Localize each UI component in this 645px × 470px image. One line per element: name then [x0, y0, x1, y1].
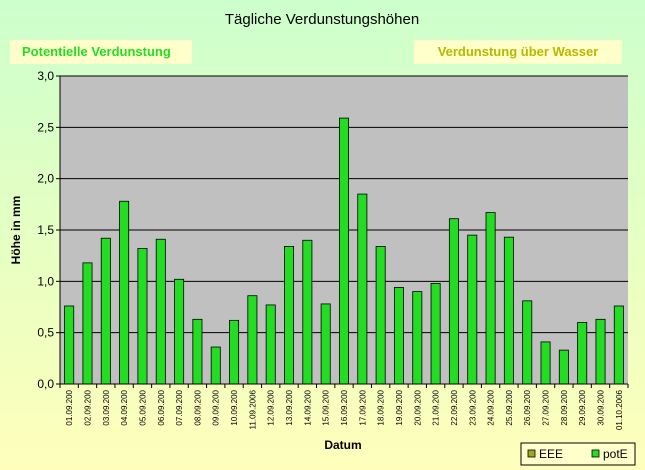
x-tick-label: 20.09.200: [413, 389, 422, 425]
x-axis-label: Datum: [324, 438, 361, 452]
y-tick-labels: 0,0 0,5 1,0 1,5 2,0 2,5 3,0: [37, 69, 60, 391]
bar: [558, 349, 569, 385]
annotation-box-water: [414, 40, 622, 64]
bar: [192, 318, 203, 385]
x-tick-label: 06.09.200: [157, 389, 166, 425]
bar: [393, 287, 404, 385]
bar: [82, 262, 93, 385]
x-tick-label: 27.09.200: [542, 389, 551, 425]
bar: [375, 246, 386, 385]
bar: [119, 200, 130, 385]
y-axis-label: Höhe in mm: [9, 196, 23, 265]
y-tick-label: 2,5: [37, 120, 54, 134]
x-tick-label: 01.10.2006: [615, 389, 624, 430]
x-tick-labels: 01.09.200 02.09.200 03.09.200 04.09.200 05.0…: [59, 384, 629, 430]
x-tick-label: 01.09.200: [65, 389, 74, 425]
bar: [320, 303, 331, 385]
legend-swatch-eee: [527, 449, 536, 458]
bar: [540, 341, 551, 385]
x-tick-label: 02.09.200: [83, 389, 92, 425]
bar: [357, 193, 368, 385]
x-tick-label: 19.09.200: [395, 389, 404, 425]
y-tick-label: 0,0: [37, 377, 54, 391]
annotation-potential-evaporation: Potentielle Verdunstung: [22, 44, 171, 59]
bar: [302, 239, 313, 385]
x-tick-label: 12.09.200: [267, 389, 276, 425]
x-tick-label: 13.09.200: [285, 389, 294, 425]
x-tick-label: 28.09.200: [560, 389, 569, 425]
x-tick-label: 07.09.200: [175, 389, 184, 425]
bar: [137, 248, 148, 385]
bar: [613, 305, 624, 385]
bar: [467, 234, 478, 385]
bar: [174, 278, 185, 385]
chart-title: Tägliche Verdunstungshöhen: [225, 11, 419, 28]
legend-box: [520, 442, 636, 466]
bar: [430, 282, 441, 385]
annotation-water-evaporation: Verdunstung über Wasser: [438, 44, 599, 59]
legend-label-eee: EEE: [539, 447, 563, 461]
x-tick-label: 21.09.200: [432, 389, 441, 425]
bar: [485, 212, 496, 385]
y-tick-label: 1,0: [37, 274, 54, 288]
x-tick-label: 30.09.200: [597, 389, 606, 425]
x-tick-label: 26.09.200: [523, 389, 532, 425]
y-tick-label: 2,0: [37, 172, 54, 186]
y-tick-label: 3,0: [37, 69, 54, 83]
x-tick-label: 18.09.200: [377, 389, 386, 425]
x-tick-label: 29.09.200: [578, 389, 587, 425]
x-tick-label: 16.09.200: [340, 389, 349, 425]
bar: [412, 291, 423, 385]
bar: [100, 237, 111, 385]
x-tick-label: 22.09.200: [450, 389, 459, 425]
bar: [210, 346, 221, 385]
bar: [503, 236, 514, 385]
x-tick-label: 14.09.200: [303, 389, 312, 425]
bar: [64, 305, 75, 385]
x-tick-label: 23.09.200: [468, 389, 477, 425]
bar: [265, 304, 276, 385]
legend: EEE potE: [520, 442, 636, 466]
bar: [448, 218, 459, 385]
legend-label-pote: potE: [603, 447, 628, 461]
x-tick-label: 05.09.200: [138, 389, 147, 425]
x-tick-label: 25.09.200: [505, 389, 514, 425]
x-tick-label: 10.09.200: [230, 389, 239, 425]
bar: [284, 246, 295, 385]
x-tick-label: 03.09.200: [102, 389, 111, 425]
x-tick-label: 08.09.200: [193, 389, 202, 425]
x-tick-label: 04.09.200: [120, 389, 129, 425]
bar: [577, 321, 588, 385]
legend-swatch-pote: [591, 449, 600, 458]
bar: [595, 318, 606, 385]
x-tick-label: 15.09.200: [322, 389, 331, 425]
bar: [247, 295, 258, 385]
bar: [155, 238, 166, 385]
x-tick-label: 11.09.2006: [248, 389, 257, 429]
y-tick-label: 1,5: [37, 223, 54, 237]
y-tick-label: 0,5: [37, 326, 54, 340]
bar: [522, 300, 533, 385]
bar: [339, 117, 349, 385]
x-tick-label: 09.09.200: [212, 389, 221, 425]
x-tick-label: 24.09.200: [487, 389, 496, 425]
annotation-box-potential: [10, 40, 192, 64]
x-tick-label: 17.09.200: [358, 389, 367, 425]
bar: [229, 319, 240, 385]
